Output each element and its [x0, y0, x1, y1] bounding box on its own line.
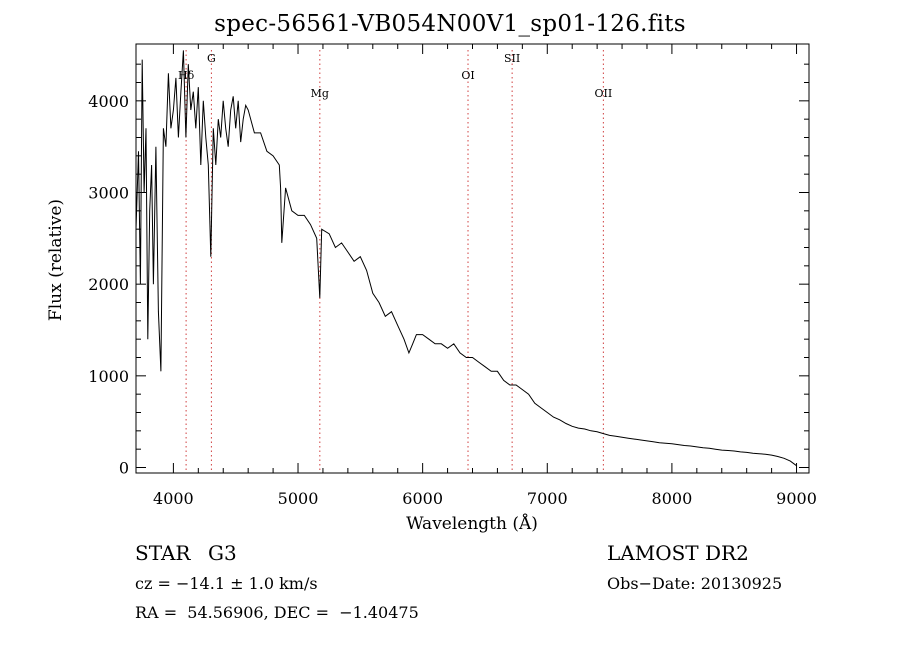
spectral-line-label: G — [207, 52, 216, 65]
y-tick-label: 0 — [119, 459, 129, 478]
spectral-line-label: Mg — [311, 87, 329, 100]
plot-frame — [135, 43, 810, 474]
redshift-cz: cz = −14.1 ± 1.0 km/s — [135, 574, 318, 593]
spectral-line-label: OII — [595, 87, 613, 100]
survey-name: LAMOST DR2 — [607, 541, 749, 565]
line-markers: Hδ G Mg OI SII OII — [178, 50, 612, 473]
x-tick-label: 6000 — [402, 489, 443, 508]
object-type: STAR — [135, 541, 191, 565]
spectral-line-label: OI — [461, 69, 474, 82]
y-tick-label: 4000 — [88, 92, 129, 111]
spectral-line-label: Hδ — [178, 69, 195, 82]
y-axis-label: Flux (relative) — [46, 199, 66, 321]
obs-date: Obs−Date: 20130925 — [607, 574, 783, 593]
y-tick-label: 3000 — [88, 184, 129, 203]
x-tick-label: 8000 — [652, 489, 693, 508]
y-tick-label: 2000 — [88, 275, 129, 294]
chart-title: spec-56561-VB054N00V1_sp01-126.fits — [214, 11, 686, 37]
axes: 4000 5000 6000 7000 8000 9000 0 1000 2000 3000 400… — [88, 44, 817, 508]
spectrum-series — [135, 50, 797, 467]
spectrum-line — [135, 50, 797, 467]
y-tick-label: 1000 — [88, 367, 129, 386]
x-axis-label: Wavelength (Å) — [406, 513, 538, 534]
x-tick-label: 4000 — [153, 489, 194, 508]
x-tick-label: 9000 — [776, 489, 817, 508]
spectral-subclass: G3 — [208, 541, 237, 565]
spectral-line-label: SII — [504, 52, 520, 65]
x-tick-label: 5000 — [278, 489, 319, 508]
x-tick-label: 7000 — [527, 489, 568, 508]
coordinates: RA = 54.56906, DEC = −1.40475 — [135, 603, 419, 622]
